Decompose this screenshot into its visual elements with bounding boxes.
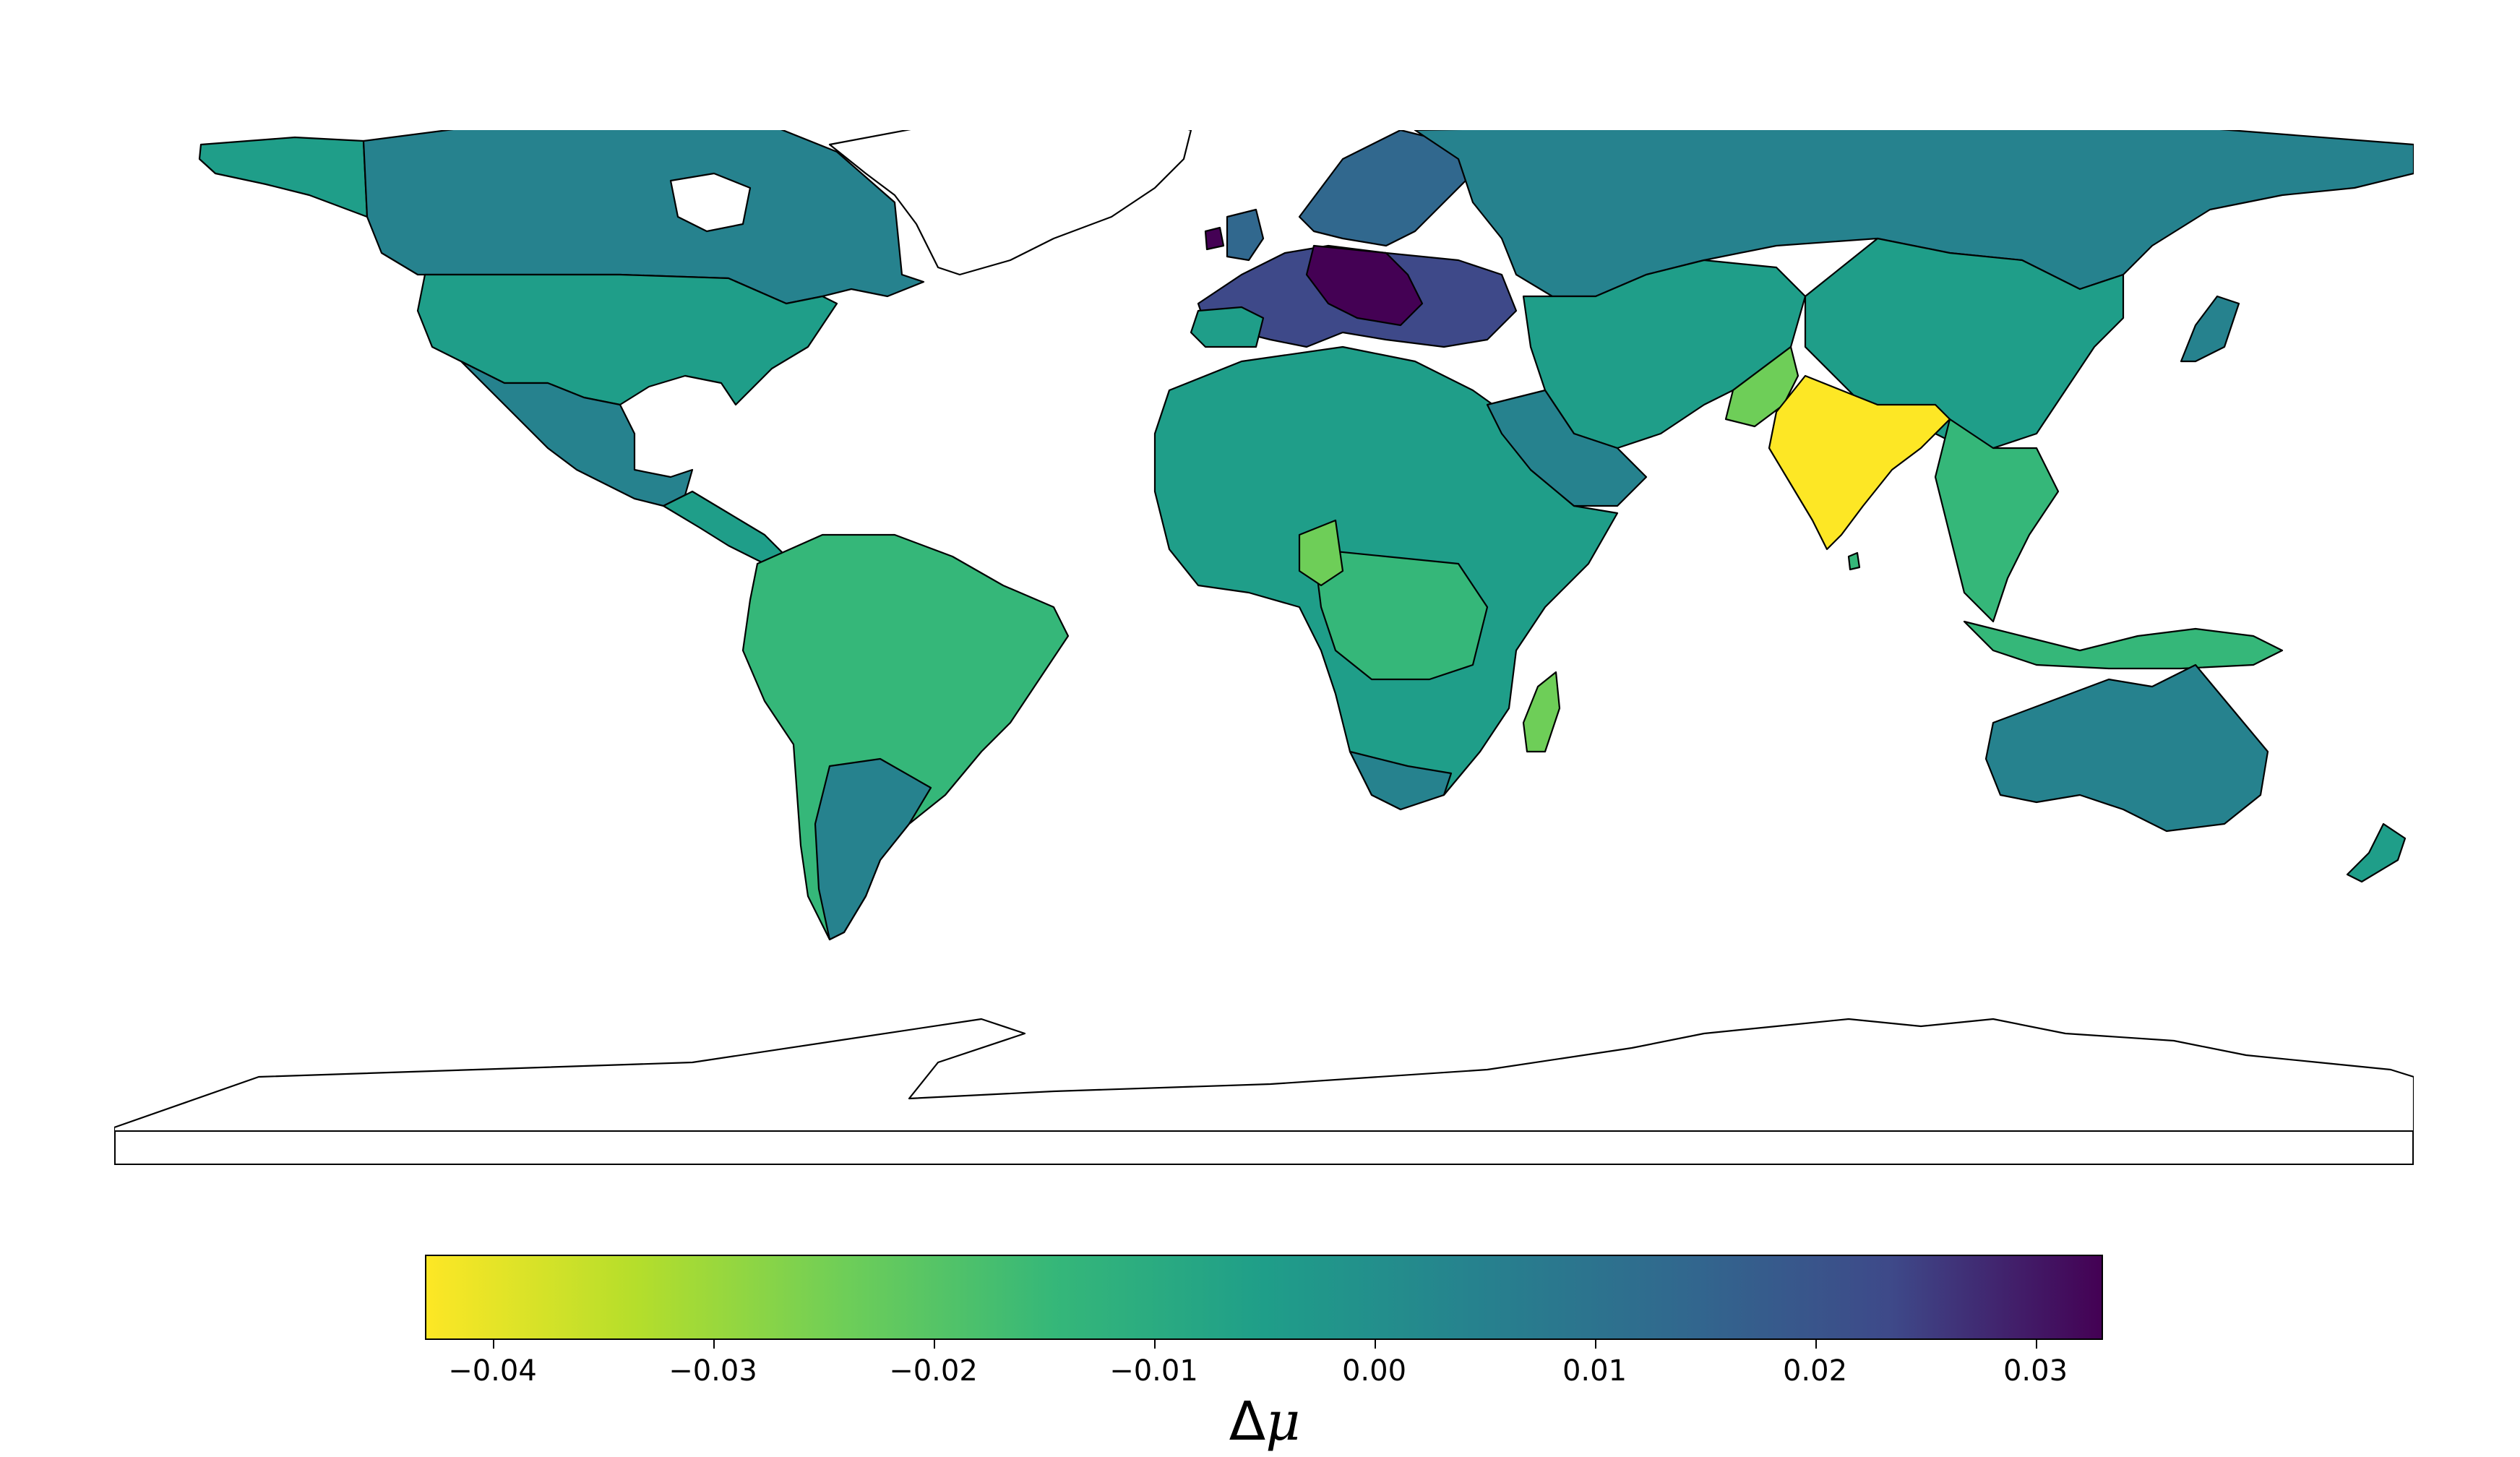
colorbar [425,1255,2103,1340]
colorbar-tick [933,1340,935,1349]
colorbar-label-delta: Δ [1229,1391,1266,1453]
south-africa [1349,750,1453,811]
colorbar-tick [1153,1340,1156,1349]
colorbar-tick [492,1340,494,1349]
argentina [814,757,932,941]
world-map [114,130,2414,1165]
united-kingdom [1226,208,1265,262]
canada [362,130,925,305]
colorbar-tick [1594,1340,1596,1349]
colorbar-tick [2035,1340,2037,1349]
india [1768,374,1951,551]
ireland [1204,226,1225,251]
central-africa [1312,548,1489,681]
new-zealand [2346,822,2407,883]
madagascar [1522,671,1561,753]
colorbar-label-mu: μ [1265,1391,1301,1453]
colorbar-tick-label: 0.01 [1562,1354,1627,1388]
cameroon [1298,519,1344,587]
colorbar-tick-label: −0.02 [889,1354,978,1388]
iberia [1190,306,1265,348]
colorbar-gradient [425,1255,2103,1340]
map-canvas [114,130,2414,1165]
alaska [198,136,369,218]
japan [2180,295,2240,363]
central-europe [1305,244,1424,327]
colorbar-tick-label: 0.03 [2003,1354,2068,1388]
colorbar-tick-label: −0.01 [1109,1354,1198,1388]
colorbar-tick [1815,1340,1817,1349]
southeast-asia [1934,418,2060,623]
colorbar-tick [1374,1340,1376,1349]
australia [1984,663,2269,833]
colorbar-tick-label: −0.04 [448,1354,537,1388]
colorbar-tick-label: −0.03 [668,1354,757,1388]
colorbar-tick-label: 0.00 [1341,1354,1407,1388]
arabia [1486,389,1648,507]
scandinavia [1298,130,1474,247]
mexico [460,360,694,507]
antarctica [114,1018,2414,1165]
hudson-bay [669,172,752,233]
colorbar-tick [713,1340,715,1349]
colorbar-tick-label: 0.02 [1782,1354,1848,1388]
sri-lanka [1847,551,1861,571]
colorbar-label: Δμ [1192,1391,1337,1453]
indonesia [1963,620,2284,670]
greenland [828,130,1192,276]
